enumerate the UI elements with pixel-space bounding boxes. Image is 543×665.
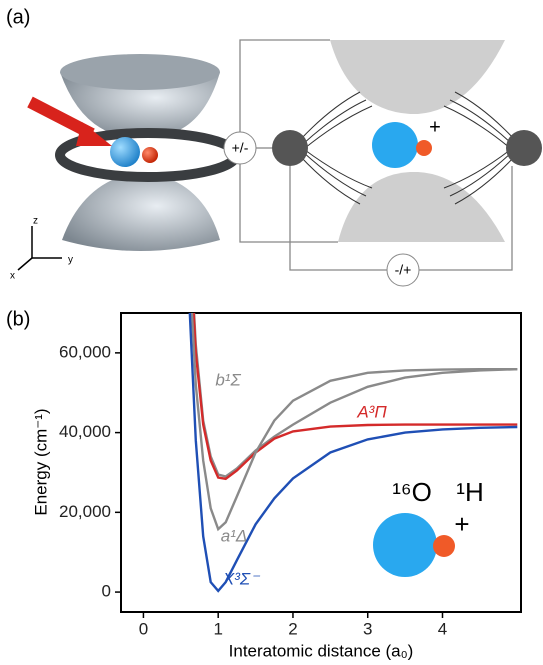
voltage-label: -/+ — [395, 262, 412, 278]
y-tick-label: 60,000 — [59, 342, 111, 361]
y-tick-label: 20,000 — [59, 502, 111, 521]
ion-charge: + — [429, 116, 441, 138]
isotope-label: ¹⁶O — [392, 477, 432, 507]
figure: (a) (b) z y x +/- -/+ + ¹ — [0, 0, 543, 665]
x-tick-label: 1 — [213, 619, 222, 638]
y-tick-label: 40,000 — [59, 422, 111, 441]
voltage-label: +/- — [232, 140, 249, 156]
plot-frame — [121, 313, 521, 612]
x-axis-label: Interatomic distance (a₀) — [229, 641, 414, 660]
oxygen-atom — [372, 122, 418, 168]
electrode-rod — [272, 130, 308, 166]
hydrogen-atom — [416, 140, 432, 156]
curve-label: a¹Δ — [221, 526, 248, 545]
x-tick-label: 3 — [363, 619, 372, 638]
axes-icon — [18, 226, 62, 270]
electrode — [330, 40, 505, 114]
electrode — [338, 172, 505, 242]
electrode-rod — [506, 130, 542, 166]
curve-label: X³Σ⁻ — [222, 569, 261, 588]
x-tick-label: 2 — [288, 619, 297, 638]
axis-label: z — [33, 216, 38, 227]
panel-label: (a) — [6, 6, 30, 28]
oxygen-atom — [373, 513, 437, 577]
y-tick-label: 0 — [102, 582, 111, 601]
panel-label: (b) — [6, 308, 30, 330]
axis-label: x — [10, 271, 15, 282]
curve-label: A³Π — [356, 402, 387, 421]
hydrogen-atom — [433, 535, 455, 557]
axis-label: y — [68, 255, 73, 266]
x-tick-label: 4 — [438, 619, 447, 638]
curve-label: b¹Σ — [215, 370, 241, 389]
isotope-label: ¹H — [456, 477, 483, 507]
ion-charge: + — [454, 509, 469, 539]
y-axis-label: Energy (cm⁻¹) — [31, 408, 50, 515]
trap-3d — [30, 54, 236, 251]
x-tick-label: 0 — [139, 619, 148, 638]
curve — [190, 313, 518, 591]
